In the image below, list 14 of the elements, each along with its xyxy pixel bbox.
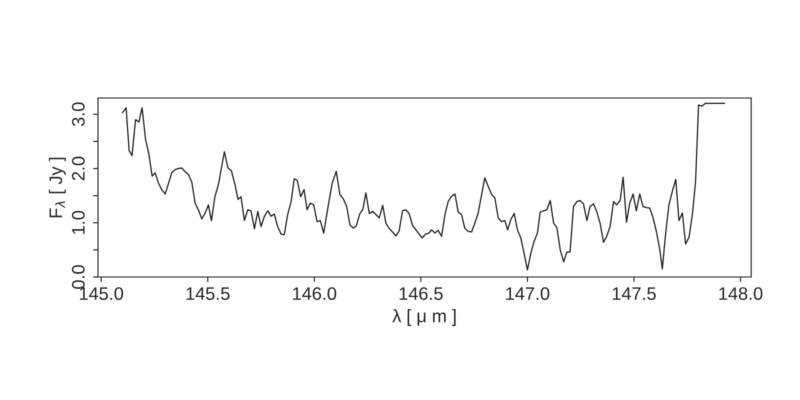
x-tick-label: 145.0 (80, 287, 124, 300)
y-tick-label: 1.0 (72, 210, 85, 234)
y-tick-label: 0.0 (72, 265, 85, 289)
line-series (122, 102, 726, 271)
x-axis-title: λ [ μ m ] (392, 309, 456, 326)
x-tick-label: 145.5 (186, 287, 230, 300)
y-tick-label: 3.0 (72, 102, 85, 126)
y-tick-label: 2.0 (72, 156, 85, 180)
x-tick-label: 147.5 (612, 287, 656, 300)
x-tick-label: 146.0 (293, 287, 336, 300)
y-axis-title: F$_{λ}$ [ Jy ] (48, 158, 66, 218)
x-tick-label: 148.0 (719, 287, 762, 300)
x-tick-label: 147.0 (506, 287, 550, 300)
x-tick-label: 146.5 (400, 287, 443, 300)
